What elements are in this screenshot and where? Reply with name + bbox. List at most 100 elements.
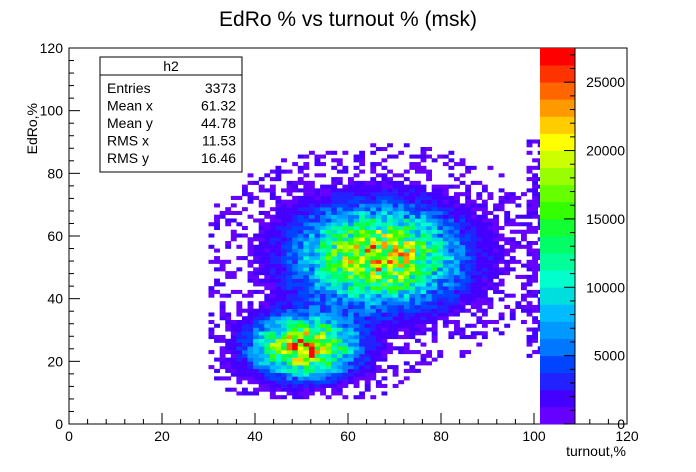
heatmap-cell <box>470 214 477 219</box>
heatmap-cell <box>247 353 254 358</box>
heatmap-cell <box>364 263 371 268</box>
heatmap-cell <box>314 241 321 246</box>
heatmap-cell <box>448 237 455 242</box>
heatmap-cell <box>381 218 388 223</box>
heatmap-cell <box>532 188 539 193</box>
heatmap-cell <box>297 244 304 249</box>
heatmap-cell <box>420 252 427 257</box>
heatmap-cell <box>258 252 265 257</box>
heatmap-cell <box>526 338 533 343</box>
heatmap-cell <box>409 368 416 373</box>
heatmap-cell <box>320 376 326 381</box>
heatmap-cell <box>325 368 332 373</box>
heatmap-cell <box>292 368 299 373</box>
heatmap-cell <box>353 158 360 163</box>
heatmap-cell <box>247 346 254 351</box>
heatmap-cell <box>342 346 349 351</box>
heatmap-cell <box>437 192 444 197</box>
heatmap-cell <box>381 383 388 388</box>
heatmap-cell <box>403 218 410 223</box>
heatmap-cell <box>493 241 499 246</box>
heatmap-cell <box>409 335 416 340</box>
heatmap-cell <box>308 199 315 204</box>
heatmap-cell <box>476 263 483 268</box>
heatmap-cell <box>225 327 232 332</box>
heatmap-cell <box>504 267 511 272</box>
heatmap-cell <box>375 256 382 261</box>
heatmap-cell <box>258 380 265 385</box>
heatmap-cell <box>269 316 276 321</box>
heatmap-cell <box>370 346 377 351</box>
stats-row-label: RMS y <box>107 150 149 166</box>
color-scale-swatch <box>540 321 575 339</box>
heatmap-cell <box>325 323 332 328</box>
y-tick-label: 20 <box>47 353 63 369</box>
heatmap-cell <box>353 308 360 313</box>
heatmap-cell <box>359 372 366 377</box>
heatmap-cell <box>281 316 287 321</box>
heatmap-cell <box>392 278 399 283</box>
heatmap-cell <box>281 267 287 272</box>
heatmap-cell <box>297 165 304 170</box>
heatmap-cell <box>403 169 410 174</box>
heatmap-cell <box>409 188 416 193</box>
heatmap-cell <box>359 207 366 212</box>
heatmap-cell <box>247 214 254 219</box>
heatmap-cell <box>342 248 349 253</box>
heatmap-cell <box>381 293 388 298</box>
heatmap-cell <box>275 331 282 336</box>
heatmap-cell <box>470 271 477 276</box>
heatmap-cell <box>387 195 393 200</box>
heatmap-cell <box>414 214 421 219</box>
heatmap-cell <box>264 214 271 219</box>
heatmap-cell <box>398 214 405 219</box>
heatmap-cell <box>208 244 215 249</box>
heatmap-cell <box>230 331 237 336</box>
heatmap-cell <box>526 139 533 144</box>
heatmap-cell <box>364 248 371 253</box>
heatmap-cell <box>336 365 343 370</box>
heatmap-cell <box>331 177 338 182</box>
heatmap-cell <box>448 184 455 189</box>
heatmap-cell <box>308 338 315 343</box>
heatmap-cell <box>403 346 410 351</box>
heatmap-cell <box>442 267 449 272</box>
heatmap-cell <box>348 248 354 253</box>
heatmap-cell <box>414 169 421 174</box>
heatmap-cell <box>398 319 405 325</box>
heatmap-cell <box>303 218 310 223</box>
heatmap-cell <box>286 192 293 197</box>
heatmap-cell <box>325 380 332 385</box>
heatmap-cell <box>465 293 472 298</box>
heatmap-cell <box>526 263 533 268</box>
heatmap-cell <box>403 184 410 189</box>
heatmap-cell <box>314 271 321 276</box>
heatmap-cell <box>420 267 427 272</box>
heatmap-cell <box>375 147 382 152</box>
heatmap-cell <box>375 267 382 272</box>
heatmap-cell <box>375 365 382 370</box>
heatmap-cell <box>320 319 326 325</box>
heatmap-cell <box>431 259 438 264</box>
heatmap-cell <box>286 199 293 204</box>
heatmap-cell <box>403 241 410 246</box>
color-scale-swatch <box>540 116 575 134</box>
heatmap-cell <box>414 154 421 159</box>
heatmap-cell <box>532 252 539 257</box>
heatmap-cell <box>314 372 321 377</box>
heatmap-cell <box>398 316 405 321</box>
heatmap-cell <box>269 263 276 268</box>
heatmap-cell <box>336 244 343 249</box>
heatmap-cell <box>269 380 276 385</box>
heatmap-cell <box>364 350 371 355</box>
heatmap-cell <box>448 267 455 272</box>
heatmap-cell <box>275 387 282 392</box>
heatmap-cell <box>387 188 393 193</box>
heatmap-cell <box>392 203 399 208</box>
heatmap-cell <box>314 195 321 200</box>
heatmap-cell <box>448 150 455 155</box>
heatmap-cell <box>264 210 271 215</box>
heatmap-cell <box>459 192 466 197</box>
heatmap-cell <box>325 365 332 370</box>
